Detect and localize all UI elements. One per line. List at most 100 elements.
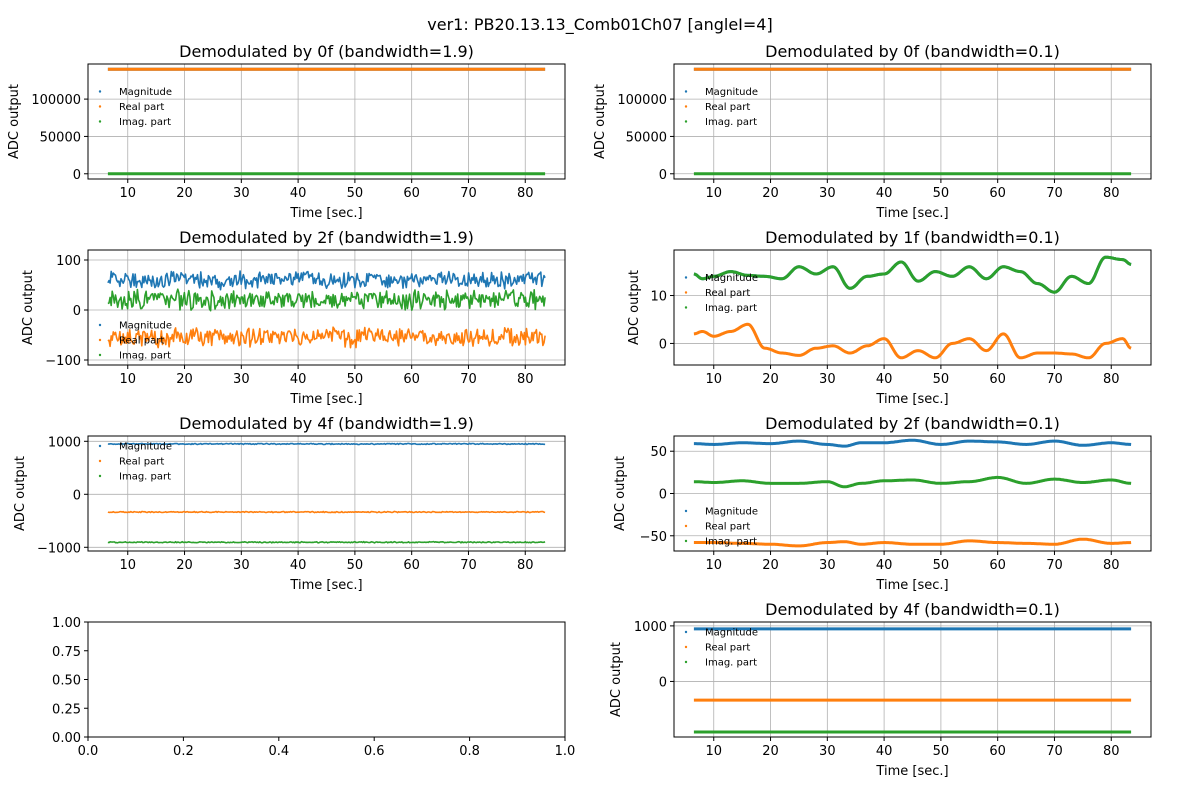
y-tick-label: 0 [659,168,667,183]
x-tick-label: 10 [705,558,722,573]
legend-entry: Real part [705,288,750,299]
x-tick-label: 50 [347,372,364,387]
x-tick-label: 10 [119,558,136,573]
series-magnitude [107,442,546,446]
legend-marker [98,338,102,342]
x-tick-label: 60 [989,372,1006,387]
legend-marker [684,630,688,634]
y-tick-label: 50 [650,445,667,460]
x-tick-label: 50 [933,186,950,201]
series-magnitude [107,270,546,291]
subplot-1: 10 20 30 40 50 60 70 80 0 50000 100000 Demodulated … [7,42,566,221]
subplot-8: 10 20 30 40 50 60 70 80 0 1000 Demodulated by 4f (… [609,600,1152,779]
x-tick-label: 0.2 [173,744,194,759]
plot-area [107,270,546,349]
y-tick-label: 100 [56,254,81,269]
legend-entry: Real part [119,336,164,347]
x-tick-label: 10 [119,186,136,201]
y-tick-label: 1.00 [52,616,81,631]
legend-entry: Magnitude [705,87,758,98]
series-imag-part [693,475,1132,489]
legend: Magnitude Real part Imag. part [684,507,758,548]
x-tick-label: 70 [460,558,477,573]
y-tick-label: −1000 [37,541,81,556]
subplot-title: Demodulated by 4f (bandwidth=1.9) [179,414,474,433]
x-tick-label: 60 [989,558,1006,573]
legend-entry: Imag. part [119,351,171,362]
legend: Magnitude Real part Imag. part [684,273,758,314]
y-tick-label: 50000 [40,130,81,145]
y-tick-label: 10 [650,290,667,305]
x-tick-label: 80 [517,186,534,201]
y-tick-label: 0 [659,488,667,503]
y-tick-label: 0.75 [52,645,81,660]
x-tick-label: 80 [1103,744,1120,759]
y-tick-label: 1000 [48,435,81,450]
legend-marker [98,474,102,478]
legend-entry: Real part [705,102,750,113]
x-tick-label: 70 [460,186,477,201]
figure-suptitle: ver1: PB20.13.13_Comb01Ch07 [angleI=4] [427,15,772,35]
x-tick-label: 70 [1046,186,1063,201]
subplot-3: 10 20 30 40 50 60 70 80 −100 0 100 Demodulated by 2… [21,228,566,407]
legend-marker [684,291,688,294]
series-real-part [107,326,546,349]
x-tick-label: 30 [233,372,250,387]
axes-frame [673,249,1152,366]
legend-entry: Imag. part [705,658,757,669]
axes-frame [87,435,566,552]
x-tick-label: 60 [989,744,1006,759]
subplot-4: 10 20 30 40 50 60 70 80 0 10 Demodulated by 1f (ba… [627,228,1152,407]
subplot-2: 10 20 30 40 50 60 70 80 0 50000 100000 Demodulated … [593,42,1152,221]
x-axis-label: Time [sec.] [289,392,362,407]
subplot-title: Demodulated by 1f (bandwidth=0.1) [765,228,1060,247]
x-tick-label: 10 [705,744,722,759]
legend-marker [98,105,102,108]
y-axis-label: ADC output [13,456,28,531]
x-tick-label: 60 [403,558,420,573]
x-tick-label: 30 [233,186,250,201]
y-axis-label: ADC output [613,456,628,531]
x-tick-label: 30 [819,372,836,387]
subplot-title: Demodulated by 4f (bandwidth=0.1) [765,600,1060,619]
legend-marker [684,660,688,664]
x-tick-label: 80 [517,558,534,573]
y-axis-label: ADC output [593,84,608,159]
x-tick-label: 20 [762,186,779,201]
x-tick-label: 60 [989,186,1006,201]
legend: Magnitude Real part Imag. part [684,628,758,669]
x-tick-label: 0.6 [364,744,385,759]
x-tick-label: 1.0 [555,744,576,759]
x-tick-label: 50 [933,558,950,573]
legend-marker [98,459,102,463]
y-tick-label: 100000 [31,93,81,108]
series-imag-part [693,255,1132,294]
x-tick-label: 20 [176,372,193,387]
x-axis-label: Time [sec.] [875,578,948,593]
y-tick-label: 1000 [634,620,667,635]
x-axis-label: Time [sec.] [289,578,362,593]
subplot-6: 10 20 30 40 50 60 70 80 −50 0 50 Demodulated by 2f … [613,414,1152,593]
y-tick-label: 0 [73,168,81,183]
legend-entry: Real part [119,102,164,113]
axes-frame [87,63,566,180]
x-tick-label: 20 [762,744,779,759]
y-axis-label: ADC output [21,270,36,345]
x-tick-label: 70 [1046,372,1063,387]
plot-area [693,627,1132,734]
x-tick-label: 70 [1046,558,1063,573]
x-tick-label: 80 [1103,372,1120,387]
x-tick-label: 50 [933,744,950,759]
axes-frame [87,249,566,366]
legend-marker [98,353,102,357]
axes-frame [673,621,1152,738]
legend-entry: Real part [705,643,750,654]
subplot-title: Demodulated by 2f (bandwidth=0.1) [765,414,1060,433]
x-tick-label: 70 [1046,744,1063,759]
y-tick-label: 0 [73,304,81,319]
subplot-title: Demodulated by 0f (bandwidth=1.9) [179,42,474,61]
x-tick-label: 10 [705,186,722,201]
legend-entry: Imag. part [705,537,757,548]
plot-area [693,255,1132,360]
